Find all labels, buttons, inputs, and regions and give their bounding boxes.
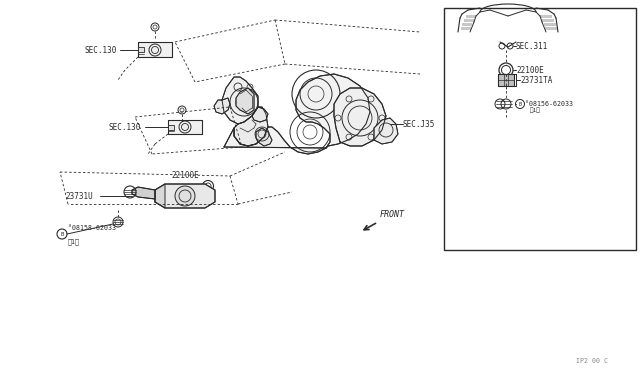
Text: （1）: （1） [68,238,80,245]
Bar [168,125,174,130]
Polygon shape [155,184,215,208]
Text: SEC.130: SEC.130 [108,122,140,131]
Polygon shape [334,88,386,146]
Circle shape [175,186,195,206]
Bar [138,47,144,52]
Text: °08158-62033: °08158-62033 [68,225,116,231]
Text: IP2 00 C: IP2 00 C [576,358,608,364]
Text: B: B [518,102,522,106]
Polygon shape [214,98,230,114]
Polygon shape [236,88,254,114]
Text: SEC.311: SEC.311 [516,42,548,51]
Bar [498,74,514,86]
Polygon shape [224,74,370,154]
Text: FRONT: FRONT [380,210,405,219]
Text: 22100E: 22100E [516,65,544,74]
Bar [444,8,636,250]
Text: SEC.J35: SEC.J35 [403,119,435,128]
Text: B: B [60,231,63,237]
Text: SEC.130: SEC.130 [84,45,116,55]
Polygon shape [256,128,272,146]
Text: 22100E: 22100E [171,171,199,180]
Polygon shape [222,77,258,124]
Polygon shape [132,187,155,199]
Polygon shape [374,118,398,144]
Polygon shape [542,19,554,22]
Polygon shape [465,15,476,18]
Polygon shape [543,23,556,26]
Polygon shape [545,27,557,30]
Text: 23731U: 23731U [65,192,93,201]
Polygon shape [461,27,471,30]
Polygon shape [540,15,552,18]
Bar [138,42,172,57]
Polygon shape [252,107,268,122]
Polygon shape [168,120,202,134]
Polygon shape [464,19,474,22]
Text: （1）: （1） [530,107,541,113]
Polygon shape [462,23,472,26]
Text: 23731TA: 23731TA [520,76,552,84]
Polygon shape [155,184,165,208]
Text: °08156-62033: °08156-62033 [525,101,573,107]
Polygon shape [138,42,172,57]
Polygon shape [498,74,514,86]
Polygon shape [234,107,268,146]
Bar [168,120,202,134]
